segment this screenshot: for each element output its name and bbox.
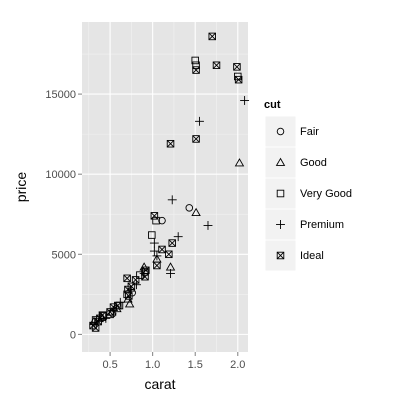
legend-title: cut — [264, 99, 281, 111]
point-ideal — [166, 139, 175, 148]
point-premium — [152, 251, 162, 261]
legend-symbol-fair — [276, 127, 285, 136]
point-ideal — [168, 239, 176, 247]
y-tick-label: 10000 — [45, 169, 76, 181]
point-ideal — [165, 250, 173, 259]
point-good — [124, 299, 135, 308]
point-ideal — [150, 212, 159, 220]
point-ideal — [123, 274, 131, 283]
point-ideal — [114, 301, 122, 310]
points-layer — [89, 32, 250, 332]
point-very-good — [191, 56, 199, 65]
x-tick-label: 0.5 — [102, 359, 117, 371]
legend-label-very-good: Very Good — [300, 188, 352, 200]
point-ideal — [233, 63, 241, 71]
y-tick-label: 5000 — [52, 249, 76, 261]
point-ideal — [212, 61, 221, 70]
point-ideal — [127, 282, 136, 291]
point-premium — [240, 96, 250, 105]
point-premium — [149, 246, 159, 256]
legend-key-fair — [264, 115, 297, 148]
legend: cut Fair Good Very Good Premium Ideal — [264, 99, 352, 272]
legend-label-fair: Fair — [300, 126, 319, 138]
point-ideal — [158, 245, 166, 254]
legend-symbol-ideal — [276, 251, 285, 260]
plot-panel — [82, 22, 248, 352]
legend-symbol-very-good — [276, 189, 285, 198]
point-ideal — [153, 261, 161, 270]
legend-symbol-premium — [276, 220, 285, 229]
point-ideal — [131, 276, 140, 284]
y-axis-title: price — [13, 172, 29, 203]
point-premium — [149, 238, 159, 248]
point-premium — [195, 116, 204, 126]
legend-label-good: Good — [300, 157, 327, 169]
x-tick-label: 2.0 — [230, 359, 245, 371]
x-tick-label: 1.0 — [145, 359, 160, 371]
grid-layer — [82, 22, 248, 352]
legend-key-good — [264, 146, 297, 179]
axis-layer: 0.5 1.0 1.5 2.0 0 5000 10000 15000 — [45, 89, 245, 371]
y-tick-label: 15000 — [45, 89, 76, 101]
point-very-good — [141, 268, 149, 276]
point-ideal — [142, 266, 150, 275]
legend-symbol-good — [275, 157, 286, 166]
point-premium — [166, 269, 175, 278]
point-very-good — [192, 61, 200, 70]
point-ideal — [192, 66, 200, 74]
y-tick-label: 0 — [70, 329, 76, 341]
point-premium — [173, 232, 183, 242]
point-ideal — [106, 308, 114, 316]
point-fair — [185, 204, 194, 212]
x-axis-title: carat — [144, 376, 175, 392]
legend-label-ideal: Ideal — [300, 250, 324, 262]
legend-key-very-good — [264, 177, 297, 210]
point-ideal — [96, 314, 104, 323]
point-very-good — [148, 231, 156, 239]
point-premium — [167, 195, 177, 205]
point-ideal — [192, 135, 200, 143]
point-ideal — [125, 292, 133, 300]
legend-label-premium: Premium — [300, 219, 344, 231]
point-premium — [203, 220, 213, 230]
point-ideal — [234, 75, 243, 84]
point-good — [191, 207, 201, 217]
point-ideal — [91, 324, 100, 332]
point-good — [234, 158, 245, 167]
point-fair — [158, 216, 166, 225]
x-tick-label: 1.5 — [188, 359, 203, 371]
point-ideal — [208, 32, 216, 41]
